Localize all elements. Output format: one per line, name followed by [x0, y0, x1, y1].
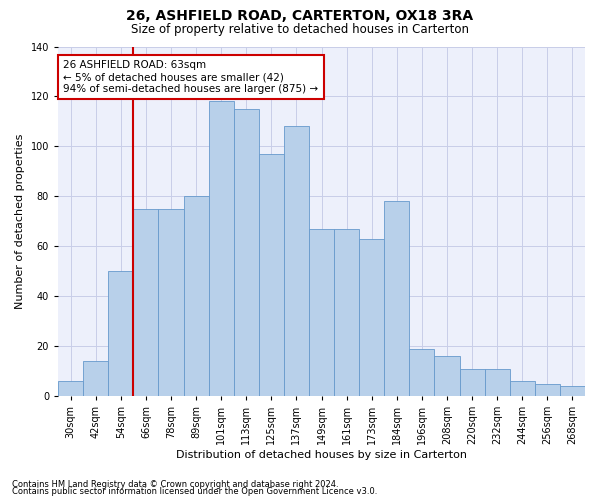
Bar	[485, 368, 510, 396]
Bar	[409, 348, 434, 396]
Bar	[560, 386, 585, 396]
Bar	[259, 154, 284, 396]
Bar	[309, 229, 334, 396]
Bar	[384, 202, 409, 396]
Bar	[58, 381, 83, 396]
Bar	[108, 271, 133, 396]
Y-axis label: Number of detached properties: Number of detached properties	[15, 134, 25, 309]
Bar	[184, 196, 209, 396]
Bar	[83, 361, 108, 396]
Bar	[334, 229, 359, 396]
Bar	[158, 209, 184, 396]
Bar	[535, 384, 560, 396]
Bar	[234, 109, 259, 396]
Bar	[133, 209, 158, 396]
Bar	[510, 381, 535, 396]
Bar	[284, 126, 309, 396]
Bar	[460, 368, 485, 396]
Text: Contains public sector information licensed under the Open Government Licence v3: Contains public sector information licen…	[12, 487, 377, 496]
Bar	[209, 102, 234, 396]
Text: 26 ASHFIELD ROAD: 63sqm
← 5% of detached houses are smaller (42)
94% of semi-det: 26 ASHFIELD ROAD: 63sqm ← 5% of detached…	[64, 60, 319, 94]
Text: Size of property relative to detached houses in Carterton: Size of property relative to detached ho…	[131, 22, 469, 36]
Bar	[434, 356, 460, 396]
X-axis label: Distribution of detached houses by size in Carterton: Distribution of detached houses by size …	[176, 450, 467, 460]
Text: 26, ASHFIELD ROAD, CARTERTON, OX18 3RA: 26, ASHFIELD ROAD, CARTERTON, OX18 3RA	[127, 9, 473, 23]
Bar	[359, 238, 384, 396]
Text: Contains HM Land Registry data © Crown copyright and database right 2024.: Contains HM Land Registry data © Crown c…	[12, 480, 338, 489]
